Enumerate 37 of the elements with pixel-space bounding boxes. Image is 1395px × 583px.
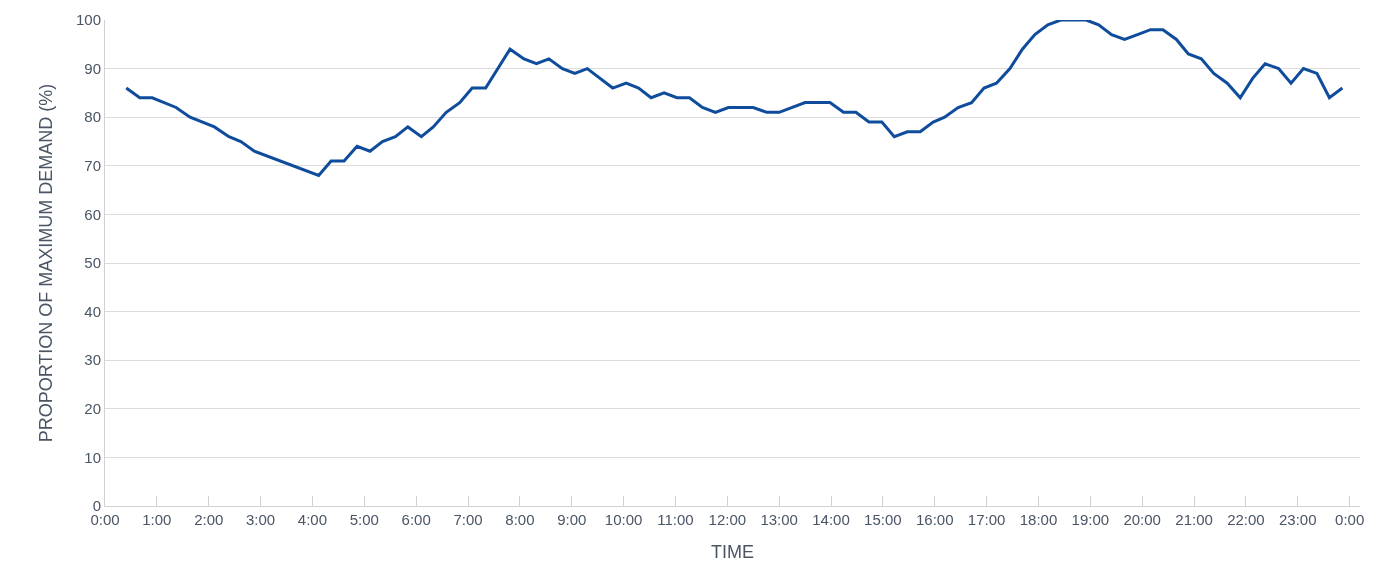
line-series — [124, 20, 1344, 178]
x-tick-label: 10:00 — [604, 511, 643, 528]
y-tick-label: 90 — [84, 59, 101, 77]
y-tick-label: 10 — [84, 448, 101, 466]
y-tick-label: 30 — [84, 351, 101, 369]
x-tick-label: 11:00 — [657, 511, 694, 528]
y-tick-label: 100 — [75, 11, 101, 29]
x-tick-label: 16:00 — [915, 511, 954, 528]
x-tick-label: 17:00 — [967, 511, 1006, 528]
x-tick-label: 15:00 — [864, 511, 902, 528]
x-tick-label: 3:00 — [245, 511, 276, 528]
x-tick-label: 14:00 — [812, 511, 850, 528]
x-tick-label: 21:00 — [1175, 511, 1213, 528]
x-tick-label: 1:00 — [142, 511, 172, 528]
y-tick-label: 50 — [84, 254, 101, 272]
x-tick-label: 7:00 — [453, 511, 483, 528]
x-tick-label: 2:00 — [194, 511, 224, 528]
x-axis-title: TIME — [711, 542, 754, 563]
y-axis-title: PROPORTION OF MAXIMUM DEMAND (%) — [36, 83, 57, 443]
x-tick-label: 23:00 — [1279, 511, 1317, 528]
x-tick-label: 12:00 — [708, 511, 747, 528]
x-tick-label: 22:00 — [1227, 511, 1265, 528]
y-tick-label: 80 — [84, 108, 101, 126]
x-tick-label: 20:00 — [1123, 511, 1161, 528]
x-tick-label: 6:00 — [401, 511, 431, 528]
y-tick-label: 20 — [84, 400, 101, 418]
x-tick-label: 8:00 — [505, 511, 535, 528]
y-tick-label: 40 — [84, 302, 101, 320]
x-tick-label: 18:00 — [1019, 511, 1058, 528]
y-tick-label: 60 — [84, 205, 101, 223]
x-tick-label: 0:00 — [1335, 511, 1365, 528]
x-tick-label: 5:00 — [349, 511, 379, 528]
y-tick-label: 70 — [84, 157, 101, 175]
x-tick-label: 4:00 — [297, 511, 328, 528]
x-tick-label: 19:00 — [1071, 511, 1110, 528]
x-tick-label: 13:00 — [760, 511, 798, 528]
x-tick-label: 9:00 — [557, 511, 587, 528]
